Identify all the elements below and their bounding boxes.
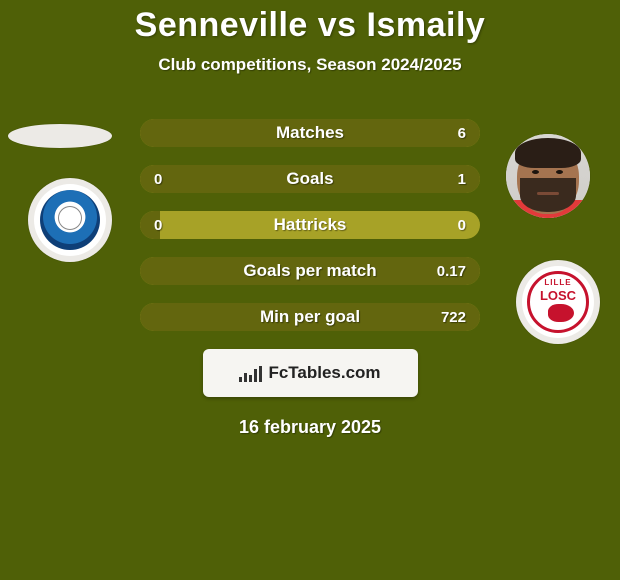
stat-value-left: 0 <box>140 217 200 234</box>
stat-value-right: 1 <box>420 171 480 188</box>
stat-label: Matches <box>200 123 420 143</box>
bar-chart-icon <box>239 364 262 382</box>
page-title: Senneville vs Ismaily <box>0 0 620 45</box>
date-text: 16 february 2025 <box>0 417 620 438</box>
stat-value-right: 6 <box>420 125 480 142</box>
stats-panel: Matches60Goals10Hattricks0Goals per matc… <box>140 119 480 331</box>
stat-label: Hattricks <box>200 215 420 235</box>
brand-text: FcTables.com <box>268 363 380 383</box>
losc-crest-icon: LILLE LOSC <box>527 271 589 333</box>
club-left-crest <box>28 178 112 262</box>
losc-mid-text: LOSC <box>530 288 586 303</box>
stat-row: Matches6 <box>140 119 480 147</box>
stat-row: 0Hattricks0 <box>140 211 480 239</box>
club-right-crest: LILLE LOSC <box>516 260 600 344</box>
stat-row: Goals per match0.17 <box>140 257 480 285</box>
player-left-avatar <box>8 124 112 148</box>
stat-value-left: 0 <box>140 171 200 188</box>
player-right-face <box>506 134 590 218</box>
stat-value-right: 722 <box>420 309 480 326</box>
stat-value-right: 0 <box>420 217 480 234</box>
brand-badge: FcTables.com <box>203 349 418 397</box>
stat-value-right: 0.17 <box>420 263 480 280</box>
stat-label: Min per goal <box>200 307 420 327</box>
losc-top-text: LILLE <box>530 278 586 287</box>
stat-label: Goals <box>200 169 420 189</box>
page-subtitle: Club competitions, Season 2024/2025 <box>0 55 620 75</box>
stat-row: Min per goal722 <box>140 303 480 331</box>
usld-crest-icon <box>40 190 100 250</box>
player-right-avatar <box>506 134 590 218</box>
stat-row: 0Goals1 <box>140 165 480 193</box>
stat-label: Goals per match <box>200 261 420 281</box>
